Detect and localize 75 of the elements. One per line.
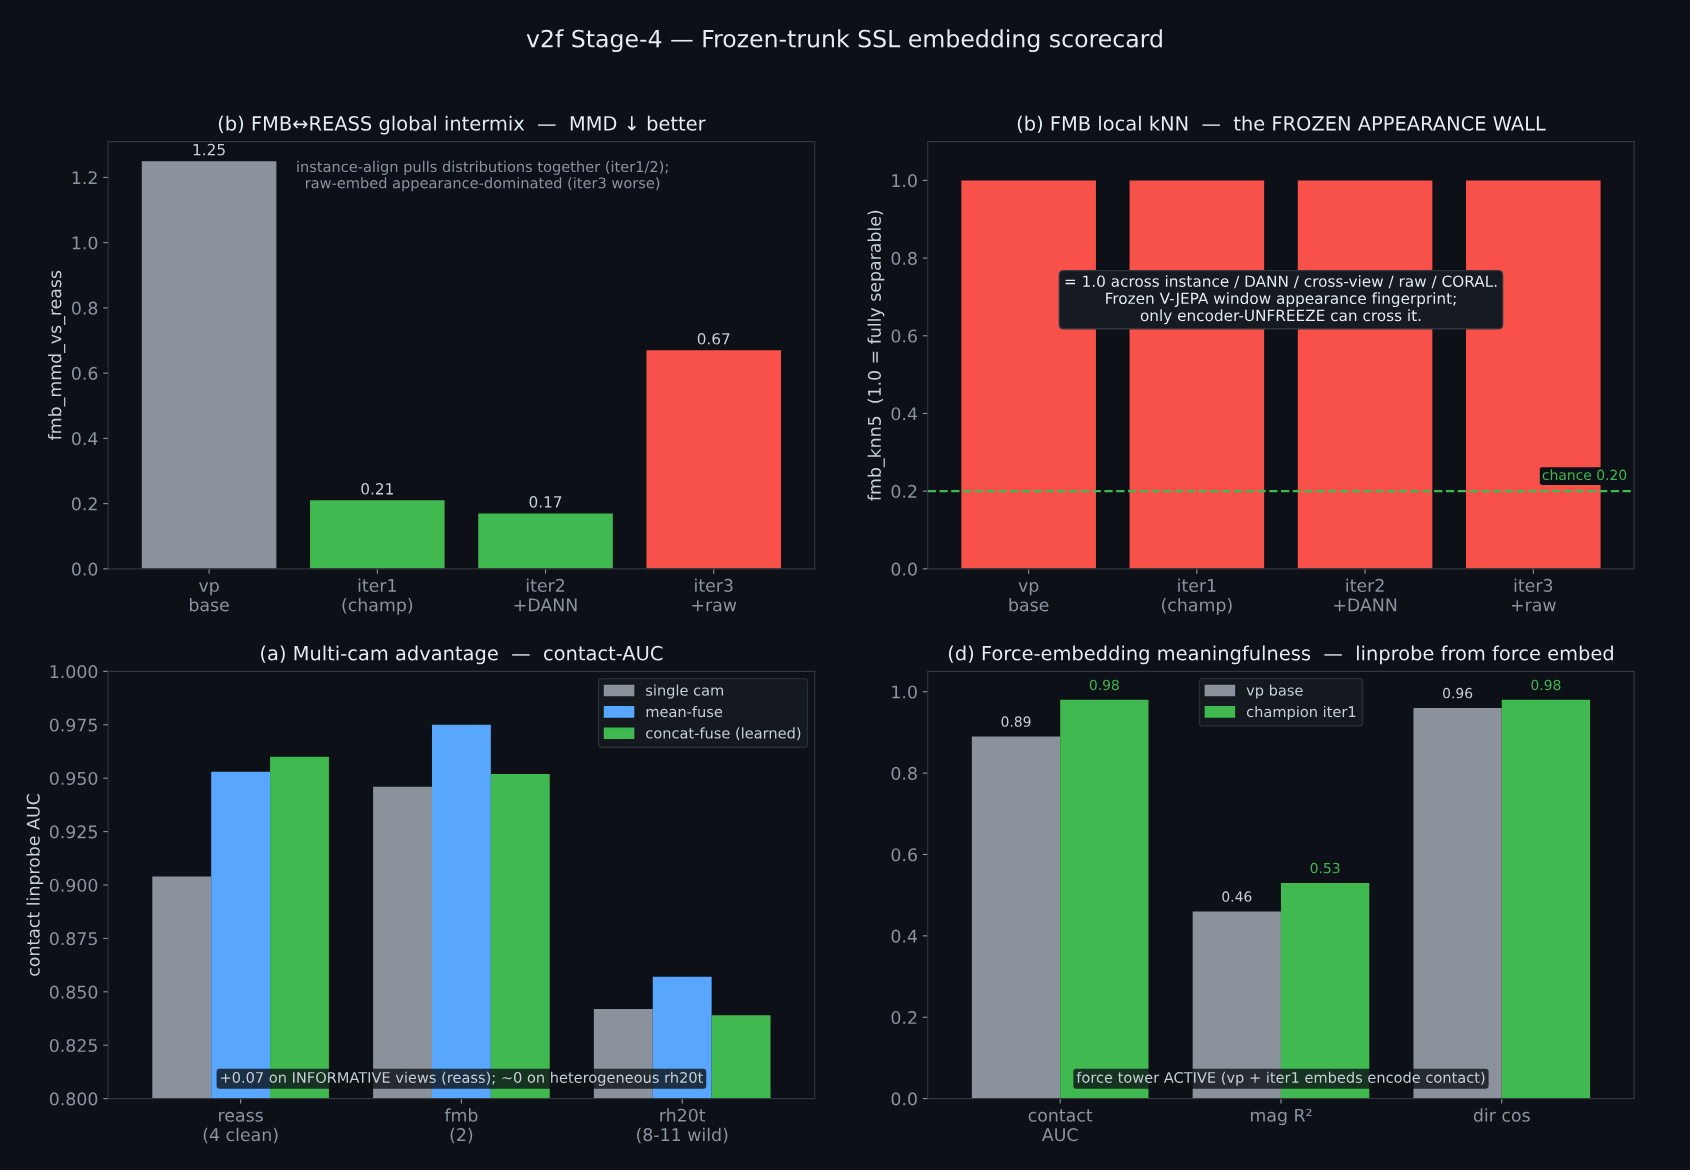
y-tick-label: 0.6 xyxy=(71,366,98,380)
y-tick-label: 0.8 xyxy=(891,251,917,265)
y-tick-label: 0.6 xyxy=(891,848,917,862)
data-label: 0.17 xyxy=(529,496,562,508)
data-label: 0.21 xyxy=(361,483,393,495)
y-tick-label: 0.975 xyxy=(49,718,97,732)
y-tick-label: 0.2 xyxy=(891,484,917,498)
annotation: force tower ACTIVE (vp + iter1 embeds encode contact) xyxy=(1076,1071,1485,1086)
y-tick-label: 0.4 xyxy=(71,432,98,446)
legend-label: champion iter1 xyxy=(1246,705,1356,721)
legend-label: mean-fuse xyxy=(646,705,723,718)
y-axis-title: contact linprobe AUC xyxy=(26,794,44,976)
x-tick-label: mag R² xyxy=(1250,1108,1312,1126)
y-tick-label: 1.0 xyxy=(72,236,98,250)
x-tick-label: iter3 +raw xyxy=(692,578,737,612)
data-label: 0.98 xyxy=(1531,679,1561,691)
x-tick-label: vp base xyxy=(1009,582,1049,612)
y-tick-label: 1.0 xyxy=(892,685,917,699)
x-tick-label: iter2 +DANN xyxy=(1334,578,1397,612)
annotation: = 1.0 across instance / DANN / cross-view / raw / CORAL. Frozen V-JEPA window appearance fingerprint; only encoder-UNFREEZE can cross it. xyxy=(1065,275,1497,325)
chart-subtitle: (b) FMB↔REASS global intermix — MMD ↓ better xyxy=(218,115,706,135)
y-tick-label: 0.6 xyxy=(891,329,917,343)
chart-subtitle: (b) FMB local kNN — the FROZEN APPEARANCE WALL xyxy=(1017,115,1546,134)
bar xyxy=(478,513,613,569)
y-tick-label: 0.8 xyxy=(71,301,98,315)
bar xyxy=(1501,699,1591,1099)
data-label: 0.98 xyxy=(1089,679,1119,691)
bar xyxy=(971,736,1061,1099)
y-tick-label: 0.0 xyxy=(71,562,98,576)
legend-label: vp base xyxy=(1246,684,1303,699)
y-tick-label: 0.4 xyxy=(891,407,918,421)
x-tick-label: iter3 +raw xyxy=(1511,578,1556,612)
x-tick-label: iter1 (champ) xyxy=(342,578,413,615)
data-label: 0.89 xyxy=(1001,716,1031,727)
y-tick-label: 0.2 xyxy=(891,1010,917,1025)
y-tick-label: 0.925 xyxy=(49,825,97,839)
chart-title: v2f Stage-4 — Frozen-trunk SSL embedding scorecard xyxy=(526,29,1162,53)
legend-label: single cam xyxy=(646,684,724,699)
data-label: 0.67 xyxy=(697,333,730,345)
y-axis-title: fmb_knn5 (1.0 = fully separable) xyxy=(867,210,885,501)
x-tick-label: fmb (2) xyxy=(444,1108,478,1144)
y-tick-label: 0.950 xyxy=(49,771,98,786)
data-label: 1.25 xyxy=(193,143,225,156)
y-tick-label: 0.0 xyxy=(891,1092,917,1106)
data-label: 0.53 xyxy=(1310,862,1340,874)
y-tick-label: 0.2 xyxy=(71,497,97,511)
y-tick-label: 0.825 xyxy=(49,1038,97,1053)
y-tick-label: 1.2 xyxy=(72,171,97,185)
bar xyxy=(646,350,782,569)
x-tick-label: rh20t (8-11 wild) xyxy=(637,1108,728,1144)
x-tick-label: reass (4 clean) xyxy=(203,1111,278,1144)
y-tick-label: 1.000 xyxy=(50,665,98,679)
x-tick-label: iter1 (champ) xyxy=(1162,578,1232,615)
x-tick-label: dir cos xyxy=(1473,1108,1530,1122)
y-tick-label: 0.900 xyxy=(49,878,98,892)
y-tick-label: 1.0 xyxy=(892,174,917,188)
ref-line-label: chance 0.20 xyxy=(1542,469,1627,481)
legend-label: concat-fuse (learned) xyxy=(646,727,801,741)
x-tick-label: vp base xyxy=(189,582,229,612)
y-tick-label: 0.875 xyxy=(49,932,97,946)
data-label: 0.96 xyxy=(1443,687,1473,699)
y-tick-label: 0.0 xyxy=(891,562,917,576)
y-tick-label: 0.800 xyxy=(49,1092,98,1106)
y-tick-label: 0.4 xyxy=(891,929,918,943)
chart-subtitle: (d) Force-embedding meaningfulness — linprobe from force embed xyxy=(948,645,1613,665)
y-tick-label: 0.8 xyxy=(891,766,917,780)
x-tick-label: contact AUC xyxy=(1028,1109,1093,1142)
y-tick-label: 0.850 xyxy=(49,985,98,999)
y-axis-title: fmb_mmd_vs_reass xyxy=(47,270,66,440)
annotation: +0.07 on INFORMATIVE views (reass); ~0 on heterogeneous rh20t xyxy=(221,1071,703,1086)
x-tick-label: iter2 +DANN xyxy=(514,578,577,612)
data-label: 0.46 xyxy=(1222,891,1252,902)
annotation: instance-align pulls distributions together (iter1/2); raw-embed appearance-dominated (iter3 worse) xyxy=(297,160,668,192)
chart-subtitle: (a) Multi-cam advantage — contact-AUC xyxy=(261,645,663,665)
bar xyxy=(310,500,445,569)
